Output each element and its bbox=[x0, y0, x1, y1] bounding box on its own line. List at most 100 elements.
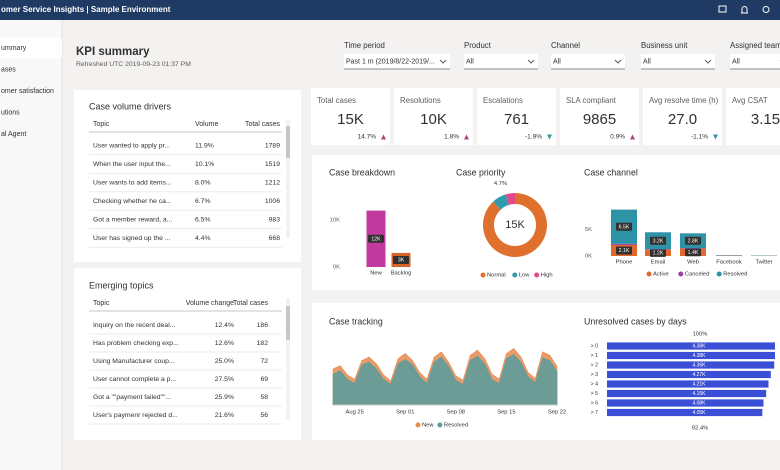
nav-item: al Agent bbox=[1, 131, 26, 138]
table-cell: User wanted to apply pr... bbox=[93, 142, 170, 149]
value-label: 4.38K bbox=[692, 344, 706, 350]
scroll-thumb[interactable] bbox=[286, 126, 290, 158]
slice-label: 4.7% bbox=[494, 181, 507, 187]
icon-settings[interactable] bbox=[762, 6, 770, 13]
kpi-label: Total cases bbox=[317, 96, 356, 105]
table-cell: Using Manufacturer coup... bbox=[93, 358, 175, 365]
icon-chat[interactable] bbox=[718, 5, 727, 13]
table-cell: 10.1% bbox=[195, 161, 214, 168]
table-cell: 11.9% bbox=[195, 142, 214, 149]
legend-swatch bbox=[678, 271, 684, 277]
bar bbox=[607, 399, 764, 407]
bar bbox=[607, 408, 763, 417]
table-cell: 12.4% bbox=[215, 322, 234, 329]
kpi-change: 1.8% bbox=[444, 134, 459, 141]
value-label: 4.38K bbox=[692, 353, 706, 359]
legend-swatch bbox=[512, 272, 518, 278]
value-label: 3K bbox=[398, 258, 405, 264]
table-cell: 56 bbox=[260, 412, 268, 419]
table-cell: User wants to add items... bbox=[93, 179, 172, 186]
table-cell: 69 bbox=[260, 376, 268, 383]
y-tick-label: > 3 bbox=[591, 372, 598, 378]
value-label-bg bbox=[368, 234, 384, 243]
table-cell: 182 bbox=[257, 340, 269, 347]
dropdown[interactable] bbox=[464, 54, 538, 69]
pie-slice bbox=[505, 193, 515, 205]
filter-label: Assigned team bbox=[730, 41, 780, 50]
bar bbox=[607, 342, 775, 350]
column-header: Topic bbox=[93, 121, 110, 128]
value-label: 2.8K bbox=[688, 238, 699, 244]
x-tick-label: Phone bbox=[616, 260, 633, 266]
dropdown[interactable] bbox=[551, 54, 625, 69]
y-tick-label: > 6 bbox=[591, 400, 598, 406]
y-tick-label: > 5 bbox=[591, 391, 598, 397]
table-cell: 27.5% bbox=[215, 376, 234, 383]
kpi-value: 9865 bbox=[583, 111, 616, 128]
icon-bell[interactable] bbox=[741, 6, 748, 14]
kpi-label: Avg resolve time (h) bbox=[649, 96, 719, 105]
column-header: Total cases bbox=[233, 300, 269, 307]
annotation: 100% bbox=[693, 332, 708, 338]
nav-pane bbox=[0, 20, 62, 470]
trend-icon bbox=[381, 134, 386, 140]
kpi-card bbox=[643, 88, 722, 145]
x-tick-label: Email bbox=[651, 260, 666, 266]
dropdown[interactable] bbox=[730, 54, 780, 69]
x-tick-label: Backlog bbox=[391, 271, 412, 277]
value-label: 4.05K bbox=[692, 410, 706, 416]
kpi-label: Escalations bbox=[483, 96, 523, 105]
legend-label: Low bbox=[519, 273, 530, 279]
value-label: 1.2K bbox=[653, 251, 664, 257]
table-cell: Got a member reward, a... bbox=[93, 216, 172, 223]
bar bbox=[607, 370, 771, 379]
dropdown[interactable] bbox=[344, 54, 450, 69]
y-tick-label: > 4 bbox=[591, 381, 598, 387]
kpi-value: 15K bbox=[337, 111, 364, 128]
app-title: omer Service Insights | Sample Environme… bbox=[1, 5, 171, 14]
dropdown-value: All bbox=[466, 58, 474, 65]
scroll-track bbox=[286, 120, 290, 238]
nav-item: ummary bbox=[1, 45, 27, 52]
chevron bbox=[439, 59, 447, 64]
scroll-thumb[interactable] bbox=[286, 306, 290, 340]
value-label: 4.27K bbox=[692, 372, 706, 378]
y-tick-label: 0K bbox=[333, 265, 340, 271]
legend-label: Resolved bbox=[723, 272, 747, 278]
table-cell: 25.0% bbox=[215, 358, 234, 365]
table-cell: 1789 bbox=[265, 142, 280, 149]
value-label-bg bbox=[393, 255, 409, 264]
x-tick-label: New bbox=[370, 271, 382, 277]
dropdown[interactable] bbox=[641, 54, 715, 69]
filter-label: Channel bbox=[551, 41, 580, 50]
value-label: 6.5K bbox=[619, 224, 630, 230]
kpi-change: 0.9% bbox=[610, 134, 625, 141]
table-cell: 1006 bbox=[265, 198, 280, 205]
dropdown-value: All bbox=[732, 58, 740, 65]
x-tick-label: Sep 08 bbox=[447, 410, 465, 416]
table-cell: 58 bbox=[260, 394, 268, 401]
kpi-value: 10K bbox=[420, 111, 447, 128]
kpi-card bbox=[311, 88, 390, 145]
legend-swatch bbox=[480, 272, 486, 278]
kpi-change: -1.1% bbox=[691, 134, 708, 141]
value-label-bg bbox=[650, 236, 666, 245]
kpi-label: SLA compliant bbox=[566, 96, 617, 105]
x-tick-label: Sep 01 bbox=[396, 410, 414, 416]
scrollbar bbox=[286, 120, 290, 420]
bar-segment bbox=[680, 248, 706, 249]
table-cell: User cannot complete a p... bbox=[93, 376, 176, 383]
table-cell: 186 bbox=[257, 322, 269, 329]
nav-item: ases bbox=[1, 66, 16, 73]
table-cell: 4.4% bbox=[195, 235, 211, 242]
dropdown-value: Past 1 m (2019/8/22-2019/... bbox=[346, 58, 435, 65]
chevron bbox=[704, 59, 712, 64]
y-tick-label: 10K bbox=[330, 218, 340, 224]
value-label-bg bbox=[650, 248, 666, 257]
trend-icon bbox=[630, 134, 635, 140]
table-cell: 8.0% bbox=[195, 179, 211, 186]
table-cell: 12.6% bbox=[215, 340, 234, 347]
table-cell: 6.7% bbox=[195, 198, 211, 205]
table-cell: User has signed up the ... bbox=[93, 235, 171, 242]
